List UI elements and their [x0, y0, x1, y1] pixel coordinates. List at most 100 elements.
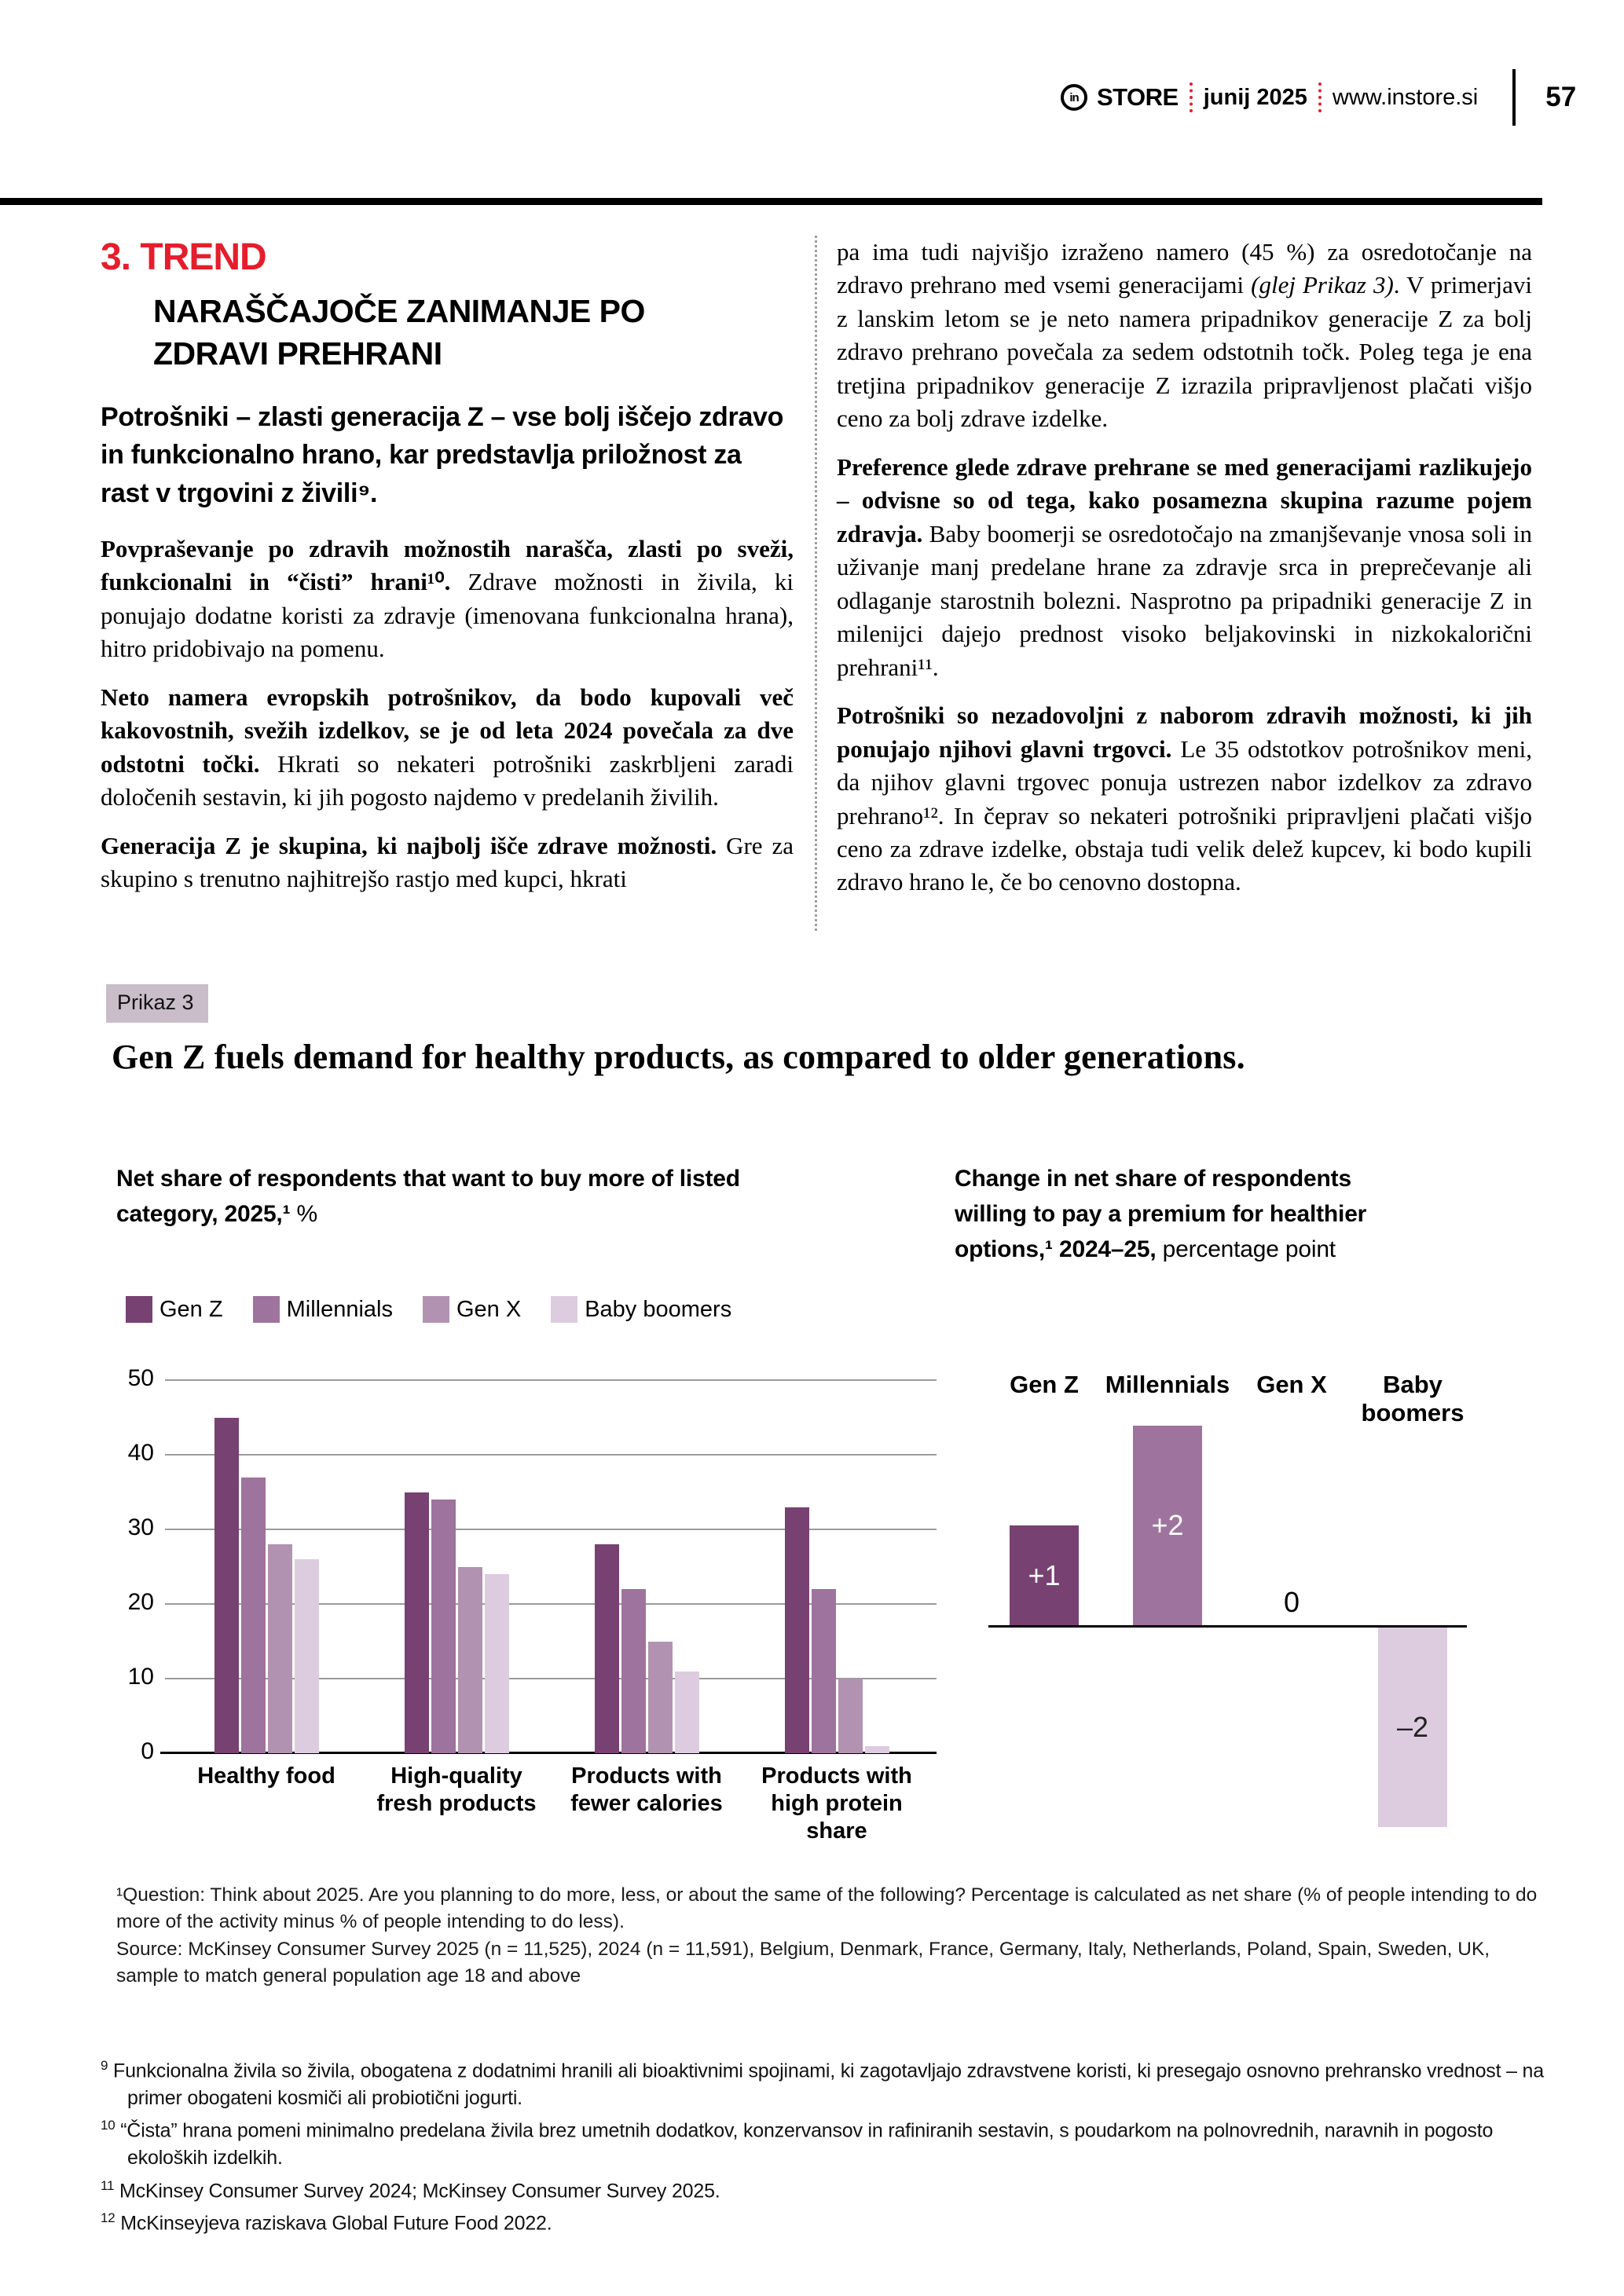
grid-line	[165, 1603, 937, 1605]
bar-gen-x	[458, 1566, 482, 1753]
legend-swatch-icon	[551, 1296, 578, 1323]
y-axis-label: 40	[127, 1440, 154, 1466]
footnote: 10 “Čista” hrana pomeni minimalno predel…	[101, 2116, 1578, 2171]
legend-swatch-icon	[126, 1296, 152, 1323]
page-header: in STORE junij 2025 www.instore.si 57	[1061, 69, 1576, 126]
bar-group	[214, 1380, 319, 1753]
paragraph-italic: (glej Prikaz 3)	[1251, 271, 1394, 299]
footnote-number: 9	[101, 2058, 108, 2073]
paragraph: Neto namera evropskih potrošnikov, da bo…	[101, 681, 794, 815]
chart-legend: Gen Z Millennials Gen X Baby boomers	[126, 1296, 731, 1323]
footnote-number: 12	[101, 2210, 115, 2226]
exhibit-tag: Prikaz 3	[106, 984, 208, 1023]
bar-millennials	[812, 1589, 836, 1753]
footnote-text: McKinsey Consumer Survey 2024; McKinsey …	[114, 2179, 720, 2202]
article-body-right: pa ima tudi najvišjo izraženo namero (45…	[837, 236, 1532, 899]
y-axis-label: 20	[127, 1589, 154, 1615]
footnote-text: McKinseyjeva raziskava Global Future Foo…	[115, 2212, 552, 2235]
bar-gen-x	[648, 1641, 673, 1753]
issue-date: junij 2025	[1203, 84, 1307, 110]
legend-label: Millennials	[286, 1296, 393, 1322]
instore-logo-icon: in	[1061, 84, 1087, 111]
bar-gen-x	[838, 1679, 863, 1753]
dotted-separator-icon	[1318, 82, 1322, 112]
paragraph: Preference glede zdrave prehrane se med …	[837, 451, 1532, 684]
page-number: 57	[1545, 82, 1577, 112]
paragraph: Povpraševanje po zdravih možnostih naraš…	[101, 533, 794, 666]
paragraph-text: Zdrave možnosti in živila, ki ponujajo d…	[101, 568, 794, 663]
paragraph-text: Gre za skupino s trenutno najhitrejšo ra…	[101, 831, 794, 893]
paragraph-text: Le 35 odstotkov potrošnikov meni, da nji…	[837, 734, 1532, 896]
bar-gen-x	[268, 1544, 292, 1753]
dotted-separator-icon	[1189, 82, 1193, 112]
paragraph-lead: Generacija Z je skupina, ki najbolj išče…	[101, 831, 717, 859]
bar-millennials	[431, 1500, 456, 1753]
exhibit-footnote: ¹Question: Think about 2025. Are you pla…	[116, 1882, 1538, 1990]
generational-demand-chart-plot: 0 10 20 30 40 50 Healthy food High-quality fres…	[128, 1365, 937, 1844]
bar-baby-boomers	[865, 1745, 889, 1753]
left-chart-subtitle: Net share of respondents that want to bu…	[116, 1161, 823, 1232]
bar-gen-z: +1	[1010, 1525, 1079, 1625]
subtitle-unit: percentage point	[1156, 1236, 1336, 1262]
footnote: 11 McKinsey Consumer Survey 2024; McKins…	[101, 2177, 1578, 2205]
category-label: High-quality fresh products	[376, 1763, 537, 1816]
legend-item: Millennials	[252, 1296, 393, 1323]
article-intro: Potrošniki – zlasti generacija Z – vse b…	[101, 402, 784, 508]
subtitle-bold: Change in net share of respondents willi…	[955, 1166, 1367, 1262]
exhibit-footnote-question: ¹Question: Think about 2025. Are you pla…	[116, 1884, 1538, 1933]
footnote: 9 Funkcionalna živila so živila, obogate…	[101, 2056, 1578, 2111]
y-axis-label: 50	[127, 1365, 154, 1391]
grid-line	[165, 1529, 937, 1530]
legend-label: Baby boomers	[585, 1296, 732, 1322]
bar-millennials	[241, 1477, 266, 1753]
column-header: Gen Z	[1010, 1371, 1079, 1398]
premium-change-chart: Gen Z +1 Millennials +2 Gen X 0 Baby boomers –2	[988, 1371, 1476, 1842]
column-header: Millennials	[1105, 1371, 1230, 1398]
right-chart-subtitle: Change in net share of respondents willi…	[955, 1161, 1426, 1267]
paragraph-text: Baby boomerji se osredotočajo na zmanjše…	[837, 519, 1532, 681]
website-url: www.instore.si	[1332, 84, 1479, 110]
kicker-label: TREND	[140, 236, 266, 278]
article-right-column: pa ima tudi najvišjo izraženo namero (45…	[837, 236, 1532, 931]
bar-baby-boomers	[295, 1559, 319, 1753]
paragraph-text: . V primerjavi z lanskim letom se je net…	[837, 271, 1532, 433]
y-axis-label: 0	[141, 1738, 154, 1764]
footnote-text: Funkcionalna živila so živila, obogatena…	[108, 2060, 1544, 2109]
paragraph-lead: Povpraševanje po zdravih možnostih naraš…	[101, 535, 794, 596]
footnote-number: 11	[101, 2177, 115, 2193]
x-axis-line	[160, 1752, 937, 1754]
legend-item: Gen Z	[126, 1296, 223, 1323]
paragraph-lead: Preference glede zdrave prehrane se med …	[837, 452, 1532, 547]
paragraph-text: pa ima tudi najvišjo izraženo namero (45…	[837, 238, 1532, 299]
legend-label: Gen X	[456, 1296, 522, 1322]
paragraph: Generacija Z je skupina, ki najbolj išče…	[101, 829, 794, 896]
bar-value-label: 0	[1283, 1586, 1300, 1618]
bar-millennials	[621, 1589, 646, 1753]
kicker-number: 3.	[101, 236, 131, 278]
bar-group	[785, 1380, 889, 1753]
legend-item: Gen X	[422, 1296, 522, 1323]
footnote: 12 McKinseyjeva raziskava Global Future …	[101, 2209, 1578, 2237]
instore-logo: in STORE	[1061, 83, 1179, 112]
category-label: Healthy food	[197, 1763, 335, 1789]
bar-gen-z	[405, 1492, 429, 1753]
column-header: Baby boomers	[1361, 1371, 1465, 1426]
brand-name: STORE	[1097, 83, 1179, 111]
subtitle-unit: %	[290, 1201, 318, 1227]
paragraph-text: Hkrati so nekateri potrošniki zaskrbljen…	[101, 749, 794, 811]
bar-group	[595, 1380, 699, 1753]
y-axis-label: 30	[127, 1514, 154, 1540]
legend-swatch-icon	[252, 1296, 280, 1323]
grid-line	[165, 1379, 937, 1381]
x-axis-line	[988, 1625, 1467, 1628]
paragraph: Potrošniki so nezadovoljni z naborom zdr…	[837, 699, 1532, 899]
subtitle-bold: Net share of respondents that want to bu…	[116, 1166, 740, 1227]
paragraph-lead: Neto namera evropskih potrošnikov, da bo…	[101, 683, 794, 778]
article-headline: NARAŠČAJOČE ZANIMANJE PO ZDRAVI PREHRANI	[153, 293, 645, 372]
legend-item: Baby boomers	[551, 1296, 731, 1323]
footnote-number: 10	[101, 2118, 115, 2133]
bar-group	[405, 1380, 509, 1753]
bar-gen-z	[595, 1544, 619, 1753]
bar-baby-boomers	[485, 1574, 509, 1753]
